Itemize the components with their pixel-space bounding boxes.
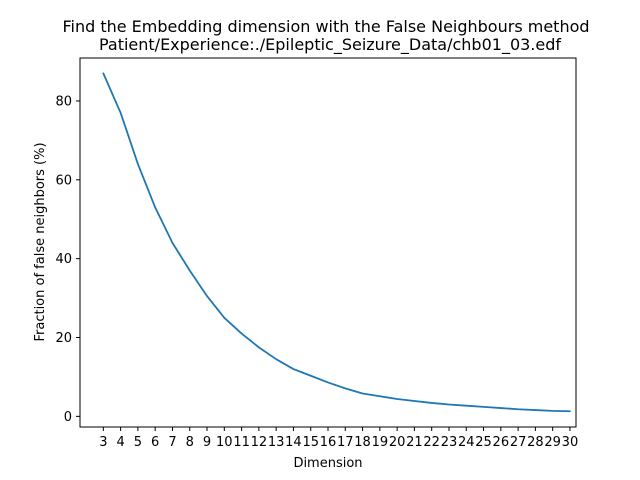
- x-tick-label: 4: [116, 435, 124, 450]
- x-axis-label: Dimension: [293, 456, 362, 471]
- series-layer: [102, 72, 571, 413]
- x-tick-label: 5: [134, 435, 142, 450]
- axes-frame: [79, 57, 577, 428]
- y-tick-label: 80: [55, 94, 72, 109]
- y-tick-label: 60: [55, 173, 72, 188]
- x-tick-label: 30: [562, 435, 579, 450]
- x-tick-label: 25: [475, 435, 492, 450]
- x-tick-label: 15: [302, 435, 319, 450]
- x-tick-label: 8: [186, 435, 194, 450]
- chart-title-line-2: Patient/Experience:./Epileptic_Seizure_D…: [99, 35, 561, 55]
- x-tick-label: 28: [527, 435, 544, 450]
- x-tick-label: 16: [320, 435, 337, 450]
- x-tick-label: 11: [233, 435, 250, 450]
- x-tick-label: 14: [285, 435, 302, 450]
- y-tick-label: 0: [64, 410, 72, 425]
- y-tick-label: 40: [55, 252, 72, 267]
- x-tick-label: 23: [441, 435, 458, 450]
- x-tick-label: 7: [168, 435, 176, 450]
- x-axis-ticks: 3 4 5 6 7 8 9 10 11 12 13 14 15 16 17 18 19 20 21 22 23 24 25 2…: [99, 427, 578, 450]
- y-axis-ticks: 0 20 40 60 80: [55, 94, 80, 425]
- series-line-0: [102, 72, 571, 413]
- x-tick-label: 29: [544, 435, 561, 450]
- x-tick-label: 6: [151, 435, 159, 450]
- x-tick-label: 19: [372, 435, 389, 450]
- y-tick-label: 20: [55, 331, 72, 346]
- x-tick-label: 20: [389, 435, 406, 450]
- x-tick-label: 12: [251, 435, 268, 450]
- x-tick-label: 17: [337, 435, 354, 450]
- x-tick-label: 18: [354, 435, 371, 450]
- x-tick-label: 24: [458, 435, 475, 450]
- x-tick-label: 21: [406, 435, 423, 450]
- chart-title-line-1: Find the Embedding dimension with the Fa…: [62, 17, 589, 36]
- x-tick-label: 3: [99, 435, 107, 450]
- x-tick-label: 10: [216, 435, 233, 450]
- x-tick-label: 26: [493, 435, 510, 450]
- x-tick-label: 9: [203, 435, 211, 450]
- y-axis-label: Fraction of false neighbors (%): [33, 142, 48, 341]
- x-tick-label: 27: [510, 435, 527, 450]
- x-tick-label: 22: [423, 435, 440, 450]
- x-tick-label: 13: [268, 435, 285, 450]
